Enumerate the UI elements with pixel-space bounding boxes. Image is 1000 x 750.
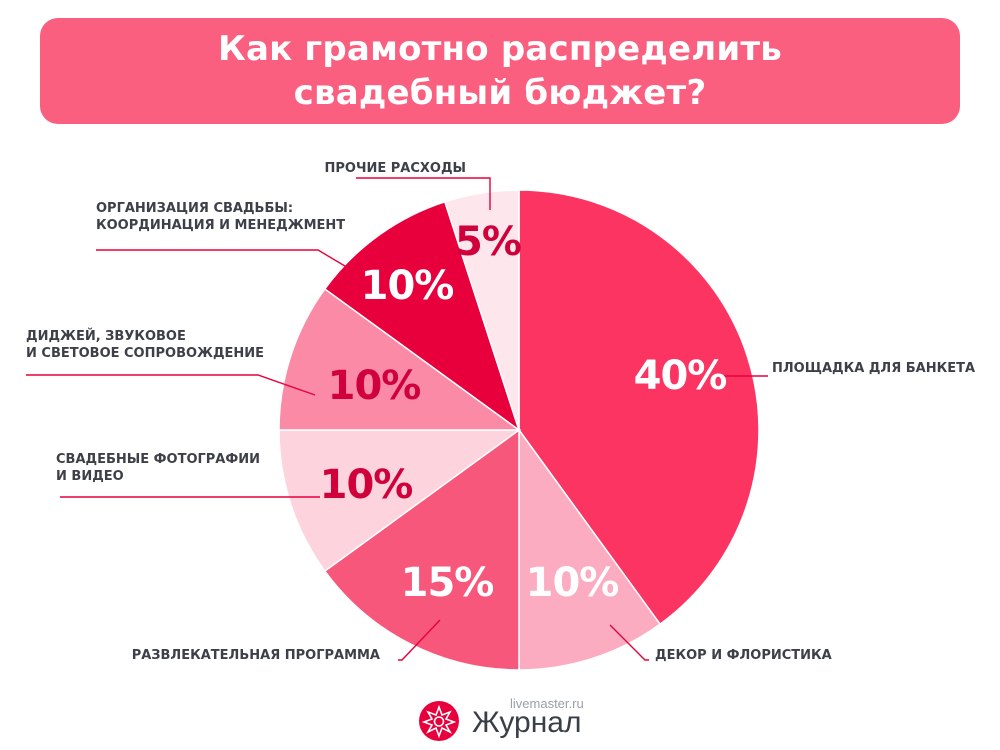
flower-logo-icon (419, 701, 459, 741)
category-label-6: ОРГАНИЗАЦИЯ СВАДЬБЫ: КООРДИНАЦИЯ И МЕНЕДЖ… (96, 201, 345, 233)
slice-value-label-4: 10% (320, 462, 413, 508)
category-label-4: СВАДЕБНЫЕ ФОТОГРАФИИ И ВИДЕО (56, 452, 260, 484)
pie-slice-4 (278, 429, 522, 573)
logo-wordmark: Журнал (472, 706, 582, 739)
slice-value-label-2: 10% (526, 560, 619, 606)
slice-value-label-3: 15% (401, 560, 494, 606)
leader-line-5 (26, 374, 316, 396)
leader-line-7 (356, 177, 491, 210)
pie-slice-3 (323, 428, 520, 671)
pie-slice-7 (443, 189, 520, 431)
category-label-7: ПРОЧИЕ РАСХОДЫ (324, 161, 466, 176)
pie-slice-6 (323, 200, 521, 432)
leader-line-2 (609, 624, 649, 661)
slice-value-label-1: 40% (634, 353, 727, 399)
category-label-3: РАЗВЛЕКАТЕЛЬНАЯ ПРОГРАММА (132, 648, 380, 663)
pie-slice-2 (518, 427, 662, 671)
slice-value-label-5: 10% (328, 363, 421, 409)
title-line-1: Как грамотно распределить (217, 29, 782, 69)
pie-slice-1 (518, 189, 760, 626)
title-line-2: свадебный бюджет? (293, 73, 707, 113)
category-label-1: ПЛОЩАДКА ДЛЯ БАНКЕТА (772, 361, 975, 376)
category-label-2: ДЕКОР И ФЛОРИСТИКА (655, 648, 832, 663)
logo-site-text: livemaster.ru (510, 696, 584, 711)
slice-value-label-6: 10% (361, 263, 454, 309)
journal-logo: livemaster.ru Журнал (418, 696, 618, 744)
pie-slice-5 (278, 287, 522, 431)
category-label-5: ДИДЖЕЙ, ЗВУКОВОЕ И СВЕТОВОЕ СОПРОВОЖДЕНИЕ (26, 328, 264, 361)
title-banner: Как грамотно распределить свадебный бюдж… (40, 18, 960, 124)
leader-line-6 (96, 249, 361, 276)
slice-value-label-7: 5% (455, 219, 521, 265)
leader-line-3 (398, 619, 441, 661)
